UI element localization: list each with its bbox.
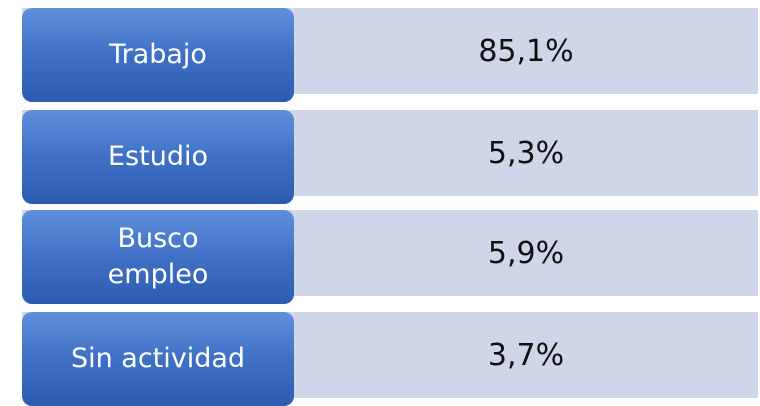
row-value: 3,7%: [487, 337, 565, 373]
row-value: 85,1%: [478, 33, 574, 69]
row-label: Busco empleo: [107, 223, 209, 290]
label-box: Sin actividad: [22, 312, 294, 406]
row-value: 5,3%: [487, 135, 565, 171]
row-label: Estudio: [108, 141, 208, 172]
row-value: 5,9%: [487, 235, 565, 271]
row-label: Sin actividad: [70, 343, 246, 374]
label-box: Estudio: [22, 110, 294, 204]
label-box: Trabajo: [22, 8, 294, 102]
label-box: Busco empleo: [22, 210, 294, 304]
row-label: Trabajo: [109, 39, 207, 70]
